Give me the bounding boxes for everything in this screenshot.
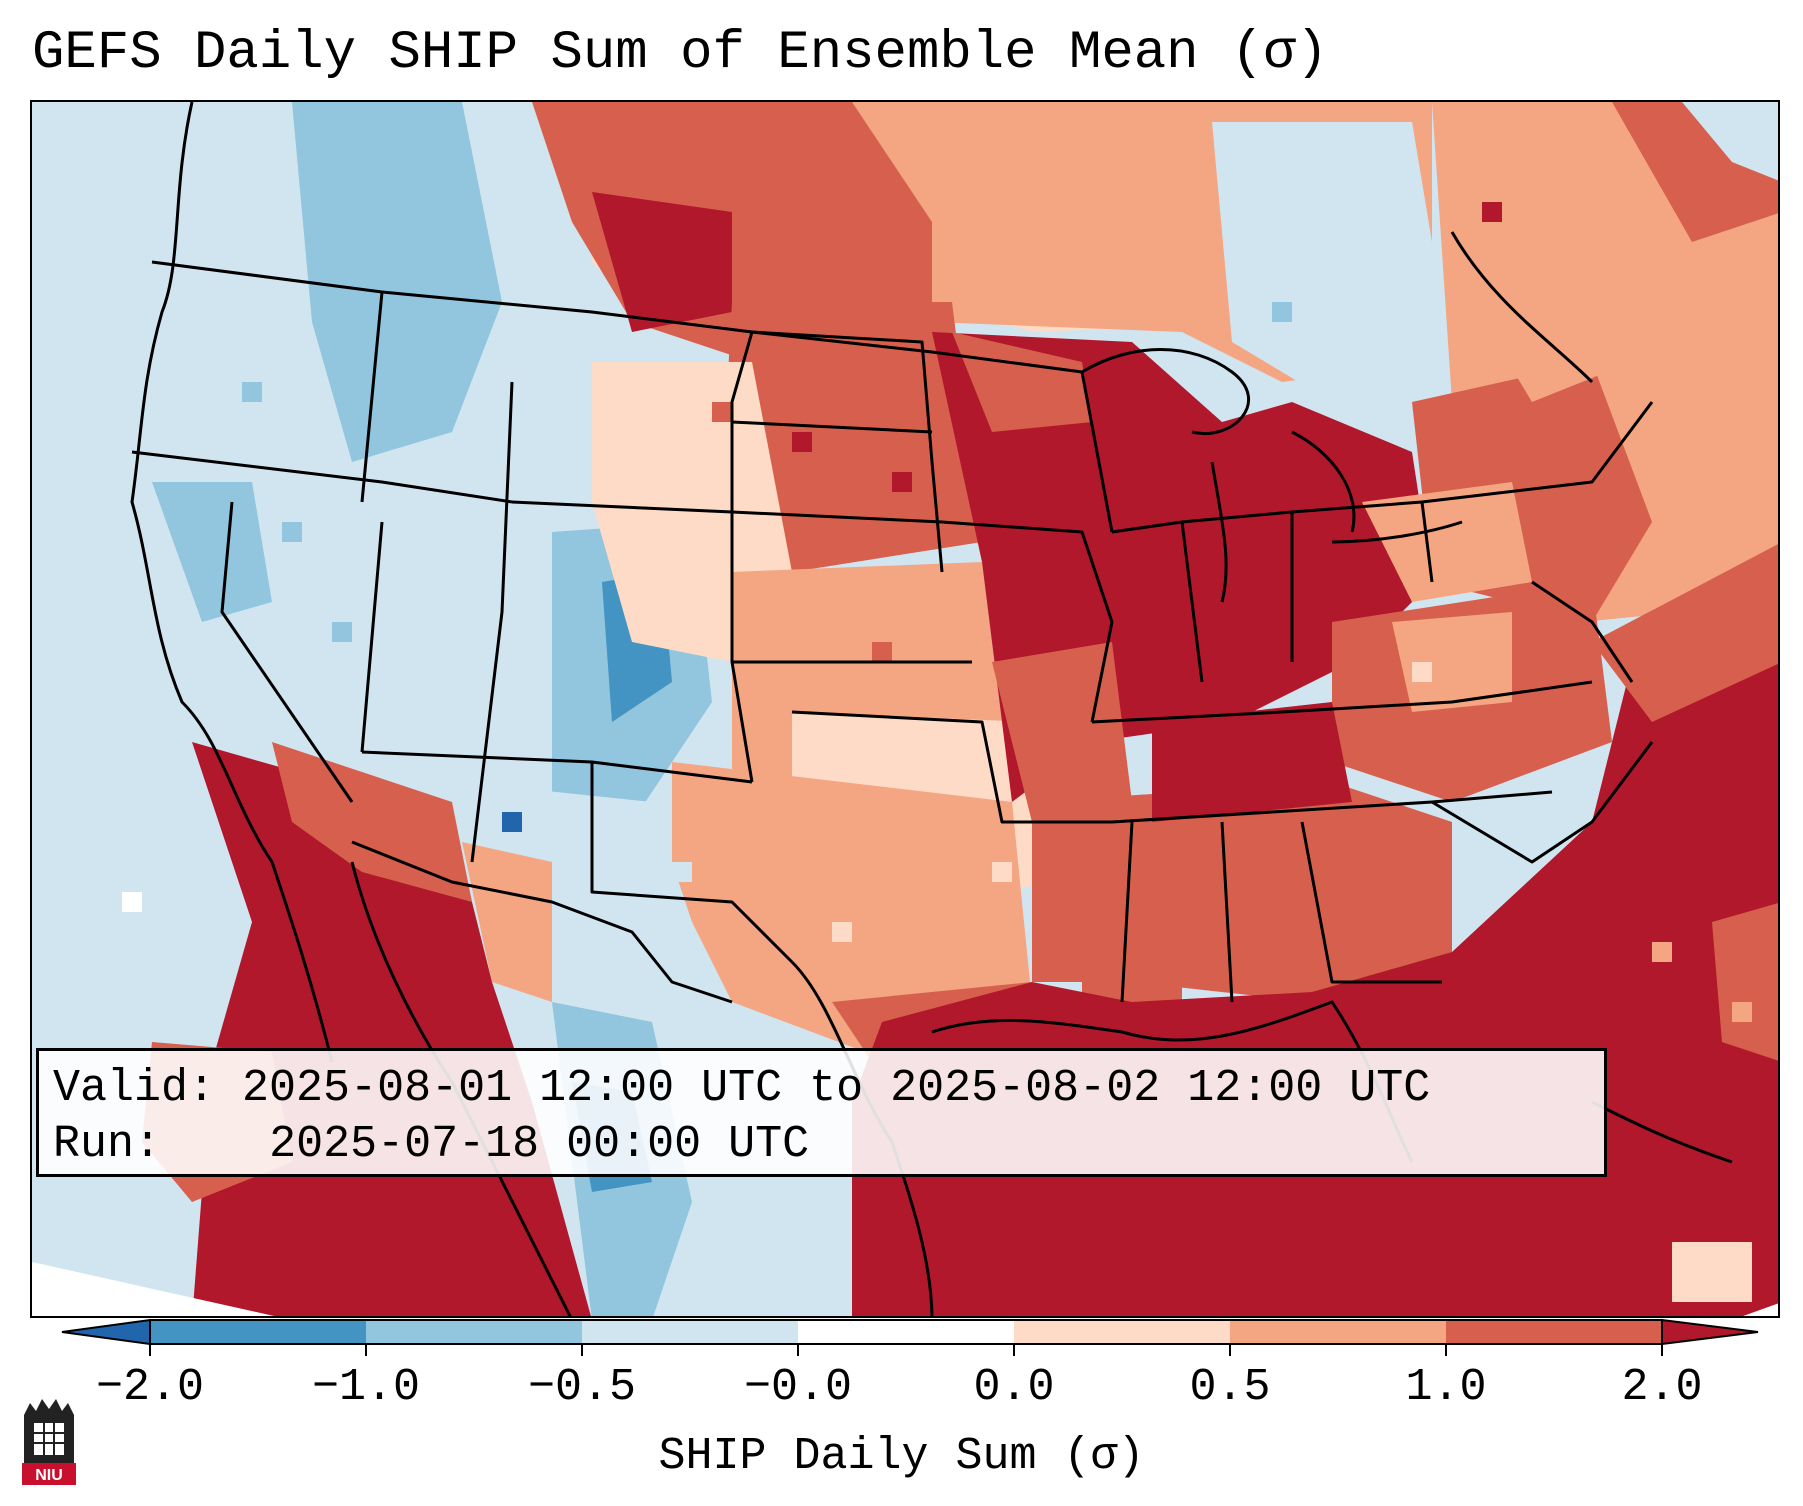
colorbar-outline [149,1319,1663,1345]
atlantic-shelf-field [1592,544,1778,722]
lake-superior [1081,348,1251,435]
ca-nv-border [220,501,354,803]
colorbar-tick-label: 2.0 [1621,1362,1703,1413]
lake-huron [1291,430,1356,533]
atlantic-patch-field [1712,903,1778,1061]
caribbean-patch-field [1672,1242,1752,1302]
nv-ut-border [360,521,384,753]
new-england-north-field [1472,262,1632,402]
validity-info-box: Valid: 2025-08-01 12:00 UTC to 2025-08-0… [36,1048,1607,1177]
pennsylvania-field [1362,482,1532,602]
colorbar-segment [366,1320,583,1344]
lake-michigan [1210,461,1228,603]
pa-ny-border [1421,401,1654,504]
wa-id-border [360,291,384,503]
arizona-field [272,742,472,902]
carolinas-coast [1431,741,1654,864]
sd-ne-border [731,510,943,524]
map-title: GEFS Daily SHIP Sum of Ensemble Mean (σ) [32,23,1329,84]
western-us-cool-field [132,102,652,882]
or-ca-border [131,450,513,504]
colorbar-segment [1014,1320,1231,1344]
run-label: Run: [53,1119,162,1170]
sonora-field [462,842,552,1002]
colorbar-segment [798,1320,1015,1344]
political-borders [130,102,1733,1316]
projection-edge [32,1262,275,1316]
colorbar-label: SHIP Daily Sum (σ) [658,1431,1145,1482]
hudson-bay-cool-field [1212,122,1452,402]
colorbar-tick-label: −0.0 [743,1362,853,1413]
wy-border [511,331,754,514]
nm-tx-border [590,762,794,964]
colorbar-tick-label: 0.5 [1189,1362,1271,1413]
colorbar-tick-label: −1.0 [311,1362,421,1413]
tennessee-field [1152,702,1352,822]
colorbar-extend-high [1661,1318,1759,1346]
colorbar [61,1318,1759,1356]
ga-fl-border [1300,821,1442,984]
al-ga-border [1220,821,1234,1003]
missouri-field [992,642,1132,822]
niu-logo-band [22,1463,76,1485]
niu-logo: NIU [22,1399,76,1485]
ms-al-border [1120,821,1134,1003]
valid-value: 2025-08-01 12:00 UTC to 2025-08-02 12:00… [242,1063,1431,1114]
st-lawrence [1450,231,1594,384]
nd-sd-border [731,420,933,434]
dakotas-border [751,330,944,573]
virginia-field [1392,612,1512,712]
upper-midwest-field [952,332,1092,432]
colorbar-extend-low [61,1318,151,1346]
niu-logo-text: NIU [35,1467,63,1484]
northern-rockies-field [292,102,502,462]
oregon-coast-field [152,482,272,622]
mid-atlantic-coast [1531,580,1634,683]
colorbar-tick-label: 1.0 [1405,1362,1487,1413]
grid-cell-texture [122,202,1752,1022]
colorbar-segment [582,1320,799,1344]
run-value: 2025-07-18 00:00 UTC [269,1119,810,1170]
pacific-coastline [130,102,334,1063]
tn-ky-border [1091,680,1593,724]
montana-hot-field [592,192,732,332]
mn-wi-border [1080,371,1114,533]
texas-field [672,762,1032,1062]
niu-logo-window [34,1423,64,1455]
lake-erie [1331,520,1463,544]
colorbar-tick-label: −0.5 [527,1362,637,1413]
ia-mo-border [941,520,1114,723]
colorbar-segment [1446,1320,1663,1344]
ok-tx-border [791,710,1112,824]
id-wy-border [470,381,514,863]
northern-plains-field [722,302,982,572]
colorbar-segment [1230,1320,1447,1344]
colorbar-segment [150,1320,367,1344]
colorbar-tick-label: −2.0 [95,1362,205,1413]
us-canada-border [151,260,1083,374]
projection-edge-right [1743,1303,1778,1316]
us-mexico-border [351,840,733,1004]
valid-label: Valid: [53,1063,216,1114]
colorbar-tick-label: 0.0 [973,1362,1055,1413]
niu-logo-grid [34,1423,64,1455]
mississippi-field [1082,862,1182,1002]
far-northeast-cool-field [1682,102,1778,181]
